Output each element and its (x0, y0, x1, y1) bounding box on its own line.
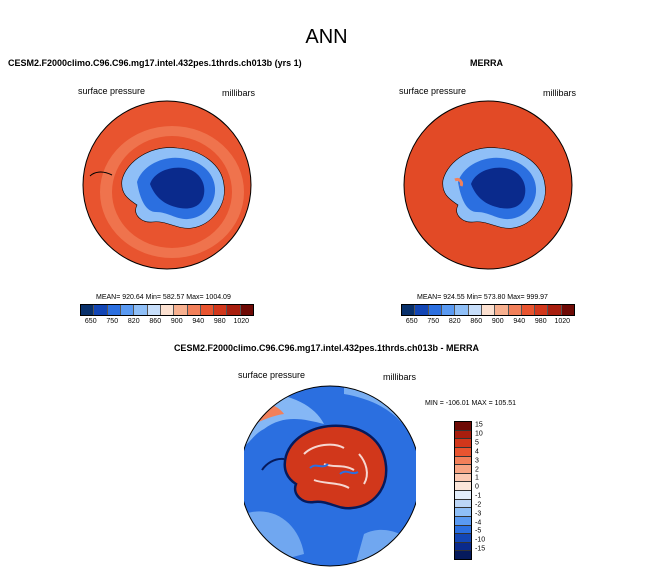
colorbar-swatch (227, 305, 241, 315)
colorbar-tick-label: 820 (127, 318, 140, 325)
colorbar-tick-label: 750 (427, 318, 440, 325)
colorbar-tick-label: 820 (448, 318, 461, 325)
colorbar-swatch (455, 499, 471, 509)
colorbar-tick-label: 980 (534, 318, 547, 325)
colorbar-tick-label: 650 (84, 318, 97, 325)
colorbar-tick-label: -4 (475, 519, 482, 527)
colorbar-swatch (468, 305, 482, 315)
panel-obs-units-label: millibars (543, 88, 577, 98)
obs-polar-map (403, 100, 573, 270)
colorbar-swatch (120, 305, 135, 315)
colorbar-swatch (107, 305, 121, 315)
panel-model-stats: MEAN= 920.64 Min= 582.57 Max= 1004.09 (96, 294, 231, 301)
panel-obs-title: MERRA (470, 58, 503, 68)
colorbar-swatch (495, 305, 509, 315)
colorbar-swatch (455, 508, 471, 517)
colorbar-swatch (240, 305, 254, 315)
colorbar-swatch (455, 542, 471, 552)
colorbar-swatch (187, 305, 201, 315)
model-polar-map (82, 100, 252, 270)
panel-obs-left-label: surface pressure (399, 86, 467, 96)
colorbar-tick-label: 15 (475, 421, 483, 429)
colorbar-swatch (81, 305, 95, 315)
colorbar-swatch (535, 305, 549, 315)
colorbar-tick-label: -1 (475, 492, 482, 500)
diff-colorbar-ticks: 15 10 5 4 3 2 1 0 -1 -2 -3 -4 -5 -10 -15 (475, 421, 505, 558)
colorbar-swatch (455, 516, 471, 526)
panel-diff-stats: MIN = -106.01 MAX = 105.51 (425, 400, 517, 407)
colorbar-tick-label: 940 (513, 318, 526, 325)
colorbar-tick-label: 1020 (233, 318, 250, 325)
colorbar-swatch (455, 551, 471, 559)
colorbar-tick-label: -3 (475, 510, 482, 518)
colorbar-swatch (455, 465, 471, 474)
colorbar-swatch (521, 305, 536, 315)
colorbar-tick-label: 2 (475, 466, 479, 474)
panel-model-units-label: millibars (222, 88, 256, 98)
colorbar-swatch (455, 491, 471, 500)
colorbar-swatch (455, 473, 471, 483)
diff-polar-map (244, 385, 416, 567)
panel-diff-units-label: millibars (383, 372, 417, 382)
panel-model-title: CESM2.F2000climo.C96.C96.mg17.intel.432p… (8, 58, 302, 68)
obs-colorbar (401, 304, 575, 316)
panel-model-left-label: surface pressure (78, 86, 146, 96)
colorbar-tick-label: 5 (475, 439, 479, 447)
colorbar-tick-label: 3 (475, 457, 479, 465)
colorbar-swatch (428, 305, 442, 315)
panel-obs-stats: MEAN= 924.55 Min= 573.80 Max= 999.97 (417, 294, 548, 301)
colorbar-swatch (415, 305, 429, 315)
colorbar-tick-label: 940 (192, 318, 205, 325)
colorbar-swatch (455, 534, 471, 543)
colorbar-swatch (455, 439, 471, 448)
colorbar-tick-label: -15 (475, 545, 486, 553)
colorbar-tick-label: 10 (475, 430, 483, 438)
obs-colorbar-ticks: 650 750 820 860 900 940 980 1020 (401, 318, 573, 328)
colorbar-swatch (402, 305, 416, 315)
colorbar-tick-label: 1020 (554, 318, 571, 325)
colorbar-swatch (455, 482, 471, 491)
obs-antarctica-plateau (471, 167, 526, 209)
panel-diff-left-label: surface pressure (238, 370, 306, 380)
colorbar-tick-label: 900 (170, 318, 183, 325)
colorbar-tick-label: 860 (470, 318, 483, 325)
colorbar-tick-label: 650 (405, 318, 418, 325)
colorbar-swatch (455, 305, 469, 315)
colorbar-swatch (455, 525, 471, 535)
colorbar-swatch (548, 305, 562, 315)
model-antarctica-plateau (150, 167, 205, 209)
colorbar-swatch (561, 305, 575, 315)
colorbar-swatch (147, 305, 161, 315)
colorbar-swatch (481, 305, 496, 315)
colorbar-swatch (200, 305, 215, 315)
colorbar-tick-label: -5 (475, 527, 482, 535)
colorbar-swatch (174, 305, 188, 315)
colorbar-tick-label: 750 (106, 318, 119, 325)
colorbar-tick-label: 860 (149, 318, 162, 325)
model-colorbar (80, 304, 254, 316)
colorbar-swatch (134, 305, 148, 315)
colorbar-swatch (455, 430, 471, 440)
colorbar-swatch (214, 305, 228, 315)
colorbar-tick-label: 0 (475, 483, 479, 491)
panel-diff-title: CESM2.F2000climo.C96.C96.mg17.intel.432p… (173, 343, 480, 353)
colorbar-tick-label: -10 (475, 536, 486, 544)
colorbar-swatch (160, 305, 175, 315)
colorbar-swatch (94, 305, 108, 315)
colorbar-tick-label: -2 (475, 501, 482, 509)
colorbar-swatch (441, 305, 456, 315)
colorbar-tick-label: 1 (475, 474, 479, 482)
colorbar-tick-label: 4 (475, 448, 479, 456)
figure-title: ANN (305, 26, 348, 48)
colorbar-swatch (455, 456, 471, 466)
colorbar-swatch (455, 447, 471, 457)
colorbar-swatch (508, 305, 522, 315)
diff-colorbar (454, 421, 472, 560)
model-colorbar-ticks: 650 750 820 860 900 940 980 1020 (80, 318, 252, 328)
colorbar-tick-label: 900 (491, 318, 504, 325)
colorbar-swatch (455, 422, 471, 431)
colorbar-tick-label: 980 (213, 318, 226, 325)
